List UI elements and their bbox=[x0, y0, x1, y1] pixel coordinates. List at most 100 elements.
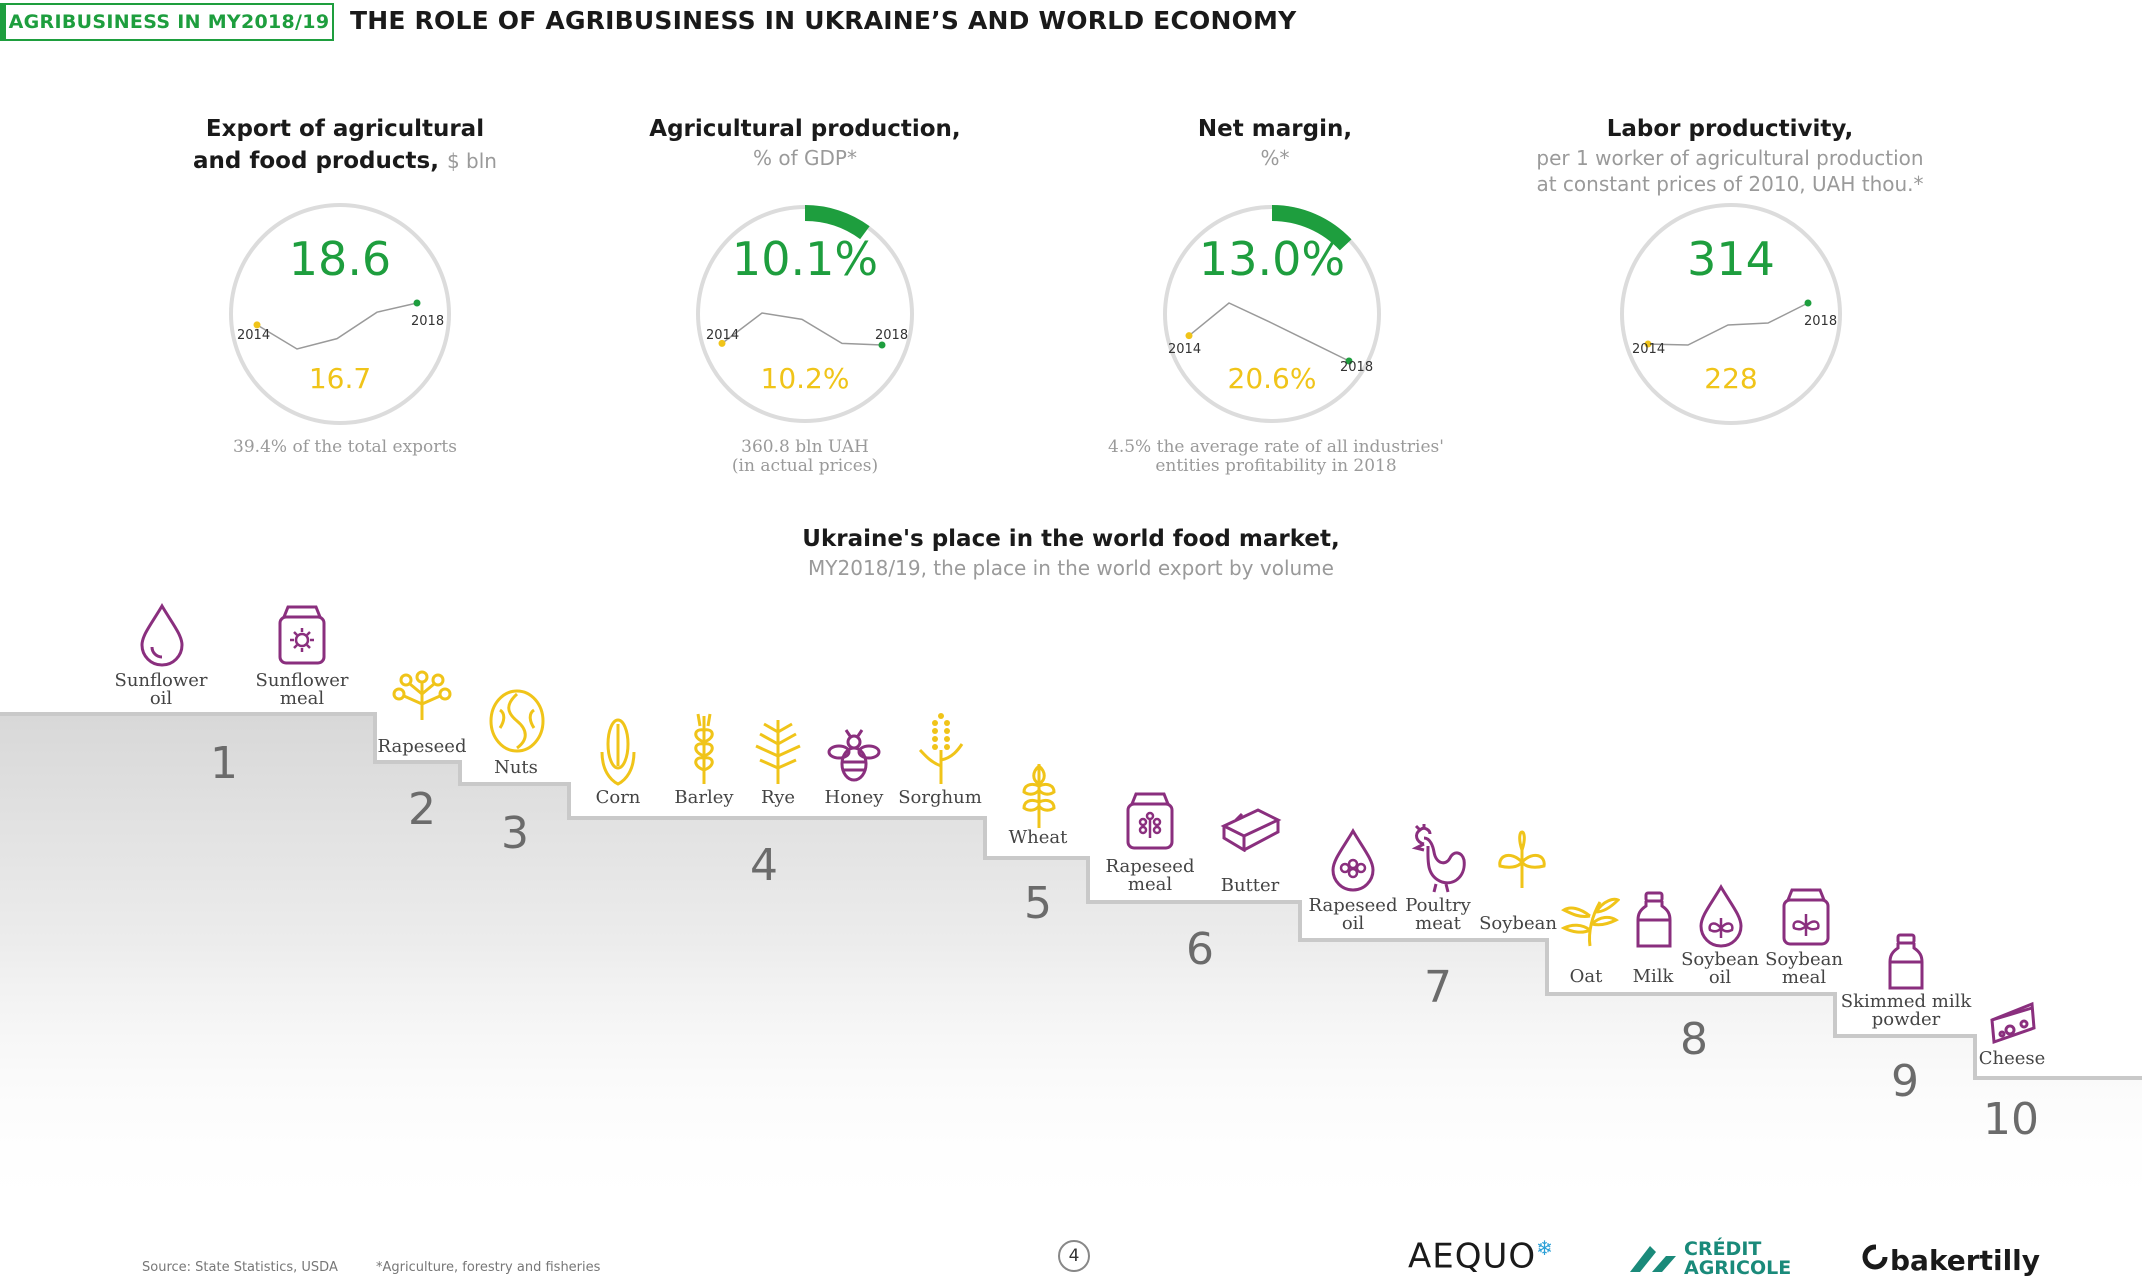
trend-start-point bbox=[718, 339, 726, 347]
kpi-agri-production: Agricultural production, % of GDP* bbox=[620, 113, 990, 171]
trend-end-point bbox=[878, 341, 886, 349]
butter-icon bbox=[1220, 808, 1282, 852]
kpi-margin-prev: 20.6% bbox=[1227, 362, 1317, 395]
kpi-subtitle-line2: at constant prices of 2010, UAH thou.* bbox=[1536, 172, 1924, 196]
kpi-labor-value: 314 bbox=[1687, 232, 1775, 286]
trend-start-point bbox=[1185, 332, 1193, 340]
rank-number: 8 bbox=[1680, 1014, 1708, 1065]
market-title: Ukraine's place in the world food market… bbox=[802, 526, 1340, 552]
kpi-export-value: 18.6 bbox=[288, 232, 392, 286]
rye-icon bbox=[755, 720, 801, 784]
credit-agricole-emblem-icon bbox=[1630, 1246, 1676, 1272]
product-label-barley: Barley bbox=[674, 787, 734, 808]
product-label-skimmed-milk-powder: Skimmed milk powder bbox=[1840, 991, 1972, 1030]
page-number: 4 bbox=[1058, 1240, 1090, 1272]
trend-line bbox=[1188, 302, 1350, 362]
aequo-logo: AEQUO❄ bbox=[1408, 1236, 1554, 1277]
product-label-soybean: Soybean bbox=[1479, 913, 1557, 934]
kpi-margin-gauge bbox=[1163, 205, 1381, 423]
product-label-nuts: Nuts bbox=[494, 757, 538, 778]
barley-icon bbox=[694, 713, 714, 784]
rank-number: 2 bbox=[408, 784, 436, 835]
milk-icon bbox=[1636, 891, 1672, 948]
year-start: 2014 bbox=[1632, 342, 1666, 357]
kpi-subtitle: per 1 worker of agricultural production bbox=[1536, 146, 1924, 170]
trend-start-point bbox=[1644, 340, 1652, 348]
product-label-soybean-meal: Soybean meal bbox=[1765, 949, 1843, 988]
trend-line bbox=[721, 312, 883, 346]
market-subtitle: MY2018/19, the place in the world export… bbox=[808, 556, 1334, 580]
rank-number: 5 bbox=[1024, 878, 1052, 929]
cheese-icon bbox=[1990, 1001, 2036, 1045]
kpi-export-circle bbox=[229, 203, 451, 425]
soybean-icon bbox=[1498, 830, 1546, 888]
product-label-rapeseed: Rapeseed bbox=[377, 736, 467, 757]
kpi-title: Agricultural production, bbox=[649, 116, 961, 142]
kpi-agri-prev: 10.2% bbox=[760, 362, 850, 395]
year-start: 2014 bbox=[237, 328, 271, 343]
footnote: *Agriculture, forestry and fisheries bbox=[376, 1260, 601, 1275]
product-label-rapeseed-meal: Rapeseed meal bbox=[1105, 856, 1195, 895]
rank-number: 4 bbox=[750, 840, 778, 891]
trend-end-point bbox=[413, 299, 421, 307]
trend-line bbox=[1647, 302, 1809, 346]
year-end: 2018 bbox=[875, 328, 909, 343]
product-label-soybean-oil: Soybean oil bbox=[1681, 949, 1759, 988]
rank-number: 3 bbox=[501, 808, 529, 859]
product-label-rapeseed-oil: Rapeseed oil bbox=[1308, 895, 1398, 934]
product-label-poultry-meat: Poultry meat bbox=[1405, 895, 1471, 934]
kpi-agri-trend bbox=[718, 312, 886, 349]
bakertilly-logo: bakertilly bbox=[1890, 1244, 2041, 1277]
kpi-agri-note: 360.8 bln UAH (in actual prices) bbox=[731, 437, 879, 476]
rapeseed-icon bbox=[392, 670, 452, 720]
year-start: 2014 bbox=[1168, 342, 1202, 357]
product-label-sunflower-meal: Sunflower meal bbox=[255, 670, 349, 709]
section-tag: AGRIBUSINESS IN MY2018/19 bbox=[0, 3, 334, 41]
aequo-snowflake-icon: ❄ bbox=[1536, 1236, 1554, 1260]
kpi-subtitle: %* bbox=[1260, 146, 1290, 170]
bakertilly-emblem-icon bbox=[1862, 1242, 1888, 1270]
year-start: 2014 bbox=[706, 328, 740, 343]
gauge-arc bbox=[804, 205, 870, 240]
skimmed-milk-powder-icon bbox=[1888, 933, 1924, 990]
kpi-title: Export of agricultural bbox=[205, 116, 485, 142]
rank-number: 1 bbox=[210, 738, 238, 789]
sunflower-meal-icon bbox=[278, 605, 326, 665]
nuts-icon bbox=[489, 689, 545, 753]
trend-line bbox=[256, 302, 418, 350]
kpi-labor-prev: 228 bbox=[1704, 362, 1758, 395]
product-label-sunflower-oil: Sunflower oil bbox=[114, 670, 208, 709]
soybean-meal-icon bbox=[1782, 888, 1830, 946]
product-label-rye: Rye bbox=[760, 787, 796, 808]
gauge-arc bbox=[1271, 205, 1352, 251]
product-label-sorghum: Sorghum bbox=[898, 787, 982, 808]
kpi-agri-value: 10.1% bbox=[731, 232, 879, 286]
kpi-unit: $ bln bbox=[446, 149, 497, 173]
trend-start-point bbox=[253, 321, 261, 329]
product-label-milk: Milk bbox=[1632, 966, 1674, 987]
year-end: 2018 bbox=[1804, 314, 1838, 329]
rapeseed-meal-icon bbox=[1126, 792, 1174, 850]
page-title: THE ROLE OF AGRIBUSINESS IN UKRAINE’S AN… bbox=[350, 6, 1297, 35]
year-end: 2018 bbox=[1340, 360, 1374, 375]
trend-end-point bbox=[1345, 357, 1353, 365]
sunflower-oil-icon bbox=[140, 603, 184, 667]
wheat-icon bbox=[1022, 764, 1056, 828]
kpi-margin-trend bbox=[1185, 302, 1353, 365]
rank-number: 10 bbox=[1983, 1094, 2039, 1145]
kpi-export-note: 39.4% of the total exports bbox=[233, 437, 457, 457]
kpi-labor-circle bbox=[1620, 203, 1842, 425]
corn-icon bbox=[600, 718, 636, 786]
kpi-title: Labor productivity, bbox=[1606, 116, 1854, 142]
kpi-labor-trend bbox=[1644, 299, 1812, 348]
rank-number: 6 bbox=[1186, 924, 1214, 975]
kpi-net-margin: Net margin, %* bbox=[1090, 113, 1460, 171]
kpi-export-trend bbox=[253, 299, 421, 350]
product-label-honey: Honey bbox=[824, 787, 884, 808]
kpi-title: Net margin, bbox=[1197, 116, 1353, 142]
year-end: 2018 bbox=[411, 314, 445, 329]
rapeseed-oil-icon bbox=[1331, 828, 1375, 892]
rank-number: 9 bbox=[1891, 1056, 1919, 1107]
product-label-wheat: Wheat bbox=[1008, 827, 1068, 848]
product-label-butter: Butter bbox=[1220, 875, 1280, 896]
